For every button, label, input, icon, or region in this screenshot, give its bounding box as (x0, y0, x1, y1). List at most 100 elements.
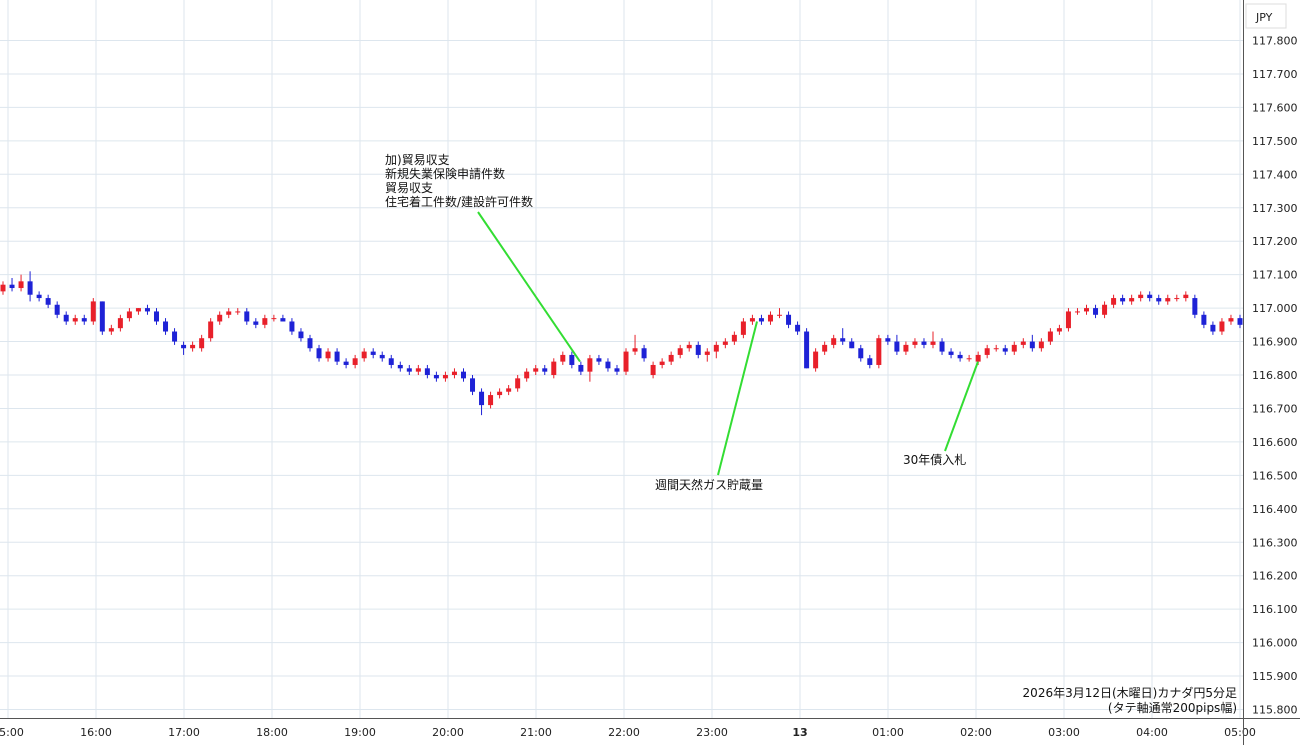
candle-body (488, 395, 494, 406)
annotation-text: 住宅着工件数/建設許可件数 (385, 194, 533, 209)
candle-body (840, 338, 846, 342)
candle-body (677, 348, 683, 355)
x-tick-label: 21:00 (520, 726, 552, 739)
candle-body (280, 318, 286, 322)
candle-body (262, 318, 268, 325)
candle-body (605, 361, 611, 369)
x-tick-label: 15:00 (0, 726, 24, 739)
candle-body (533, 368, 539, 372)
candle-body (415, 368, 421, 372)
x-tick-label: 02:00 (960, 726, 992, 739)
candle-body (172, 331, 178, 342)
candle-body (921, 341, 927, 345)
candle-body (1192, 298, 1198, 315)
candle-body (749, 318, 755, 322)
candle-body (849, 341, 855, 349)
candle-body (650, 364, 656, 375)
candle-body (334, 351, 340, 362)
candle-body (984, 348, 990, 355)
candle-body (325, 351, 331, 359)
candle-body (63, 314, 69, 322)
event-annotations: 加)貿易収支新規失業保険申請件数貿易収支住宅着工件数/建設許可件数週間天然ガス貯… (385, 153, 979, 492)
candle-body (163, 321, 169, 332)
candle-body (1147, 294, 1153, 299)
candle-body (18, 281, 24, 289)
candle-body (1138, 294, 1144, 299)
candle-body (433, 375, 439, 379)
annotation-text: 30年債入札 (903, 452, 966, 467)
y-tick-label: 115.800 (1252, 704, 1298, 717)
candle-body (235, 311, 241, 313)
candle-body (388, 358, 394, 365)
candle-body (460, 371, 466, 379)
candle-body (596, 358, 602, 362)
y-tick-label: 115.900 (1252, 670, 1298, 683)
candle-body (126, 311, 132, 319)
candle-body (758, 318, 764, 322)
candle-body (569, 354, 575, 365)
x-tick-label: 05:00 (1224, 726, 1256, 739)
candle-body (226, 311, 232, 315)
x-tick-label: 03:00 (1048, 726, 1080, 739)
candle-body (1102, 304, 1108, 315)
candle-body (668, 354, 674, 362)
candle-body (1047, 331, 1053, 342)
candle-body (45, 298, 51, 305)
x-tick-label: 23:00 (696, 726, 728, 739)
candle-body (1065, 311, 1071, 329)
candle-body (370, 351, 376, 355)
candle-body (695, 344, 701, 355)
candle-body (1056, 328, 1062, 332)
currency-label: JPY (1255, 11, 1273, 24)
candle-body (1201, 314, 1207, 325)
candle-body (1074, 311, 1080, 313)
candle-body (786, 314, 792, 325)
candle-body (9, 284, 15, 289)
candle-body (1156, 298, 1162, 302)
candle-body (1029, 341, 1035, 349)
y-tick-label: 117.000 (1252, 302, 1298, 315)
candle-body (813, 351, 819, 369)
candle-body (27, 281, 33, 295)
candle-body (578, 364, 584, 372)
x-tick-label: 16:00 (80, 726, 112, 739)
candle-body (948, 351, 954, 355)
candle-body (1020, 341, 1026, 345)
candle-body (1011, 344, 1017, 352)
candle-body (442, 375, 448, 379)
candle-body (560, 354, 566, 362)
candle-body (731, 334, 737, 342)
y-tick-label: 116.000 (1252, 637, 1298, 650)
candle-body (1237, 318, 1243, 325)
candle-body (831, 338, 837, 345)
y-tick-label: 117.400 (1252, 168, 1298, 181)
y-tick-label: 116.900 (1252, 336, 1298, 349)
candle-body (424, 368, 430, 375)
candle-body (777, 314, 783, 316)
currency-box (1245, 3, 1287, 29)
candle-body (1165, 298, 1171, 302)
candle-body (867, 358, 873, 365)
candle-body (587, 358, 593, 372)
candle-body (479, 391, 485, 406)
candle-body (767, 314, 773, 322)
y-tick-label: 116.400 (1252, 503, 1298, 516)
candle-body (614, 368, 620, 372)
candle-body (1219, 321, 1225, 332)
candle-body (217, 314, 223, 322)
candle-body (623, 351, 629, 372)
y-tick-label: 117.200 (1252, 235, 1298, 248)
candle-body (208, 321, 214, 339)
candle-body (713, 344, 719, 352)
x-tick-label: 19:00 (344, 726, 376, 739)
candle-body (659, 361, 665, 365)
candle-body (36, 294, 42, 299)
candle-body (497, 391, 503, 396)
candle-body (271, 318, 277, 320)
candle-body (379, 354, 385, 359)
candle-body (343, 361, 349, 365)
candle-body (822, 344, 828, 352)
candle-body (641, 348, 647, 359)
candle-body (316, 348, 322, 359)
